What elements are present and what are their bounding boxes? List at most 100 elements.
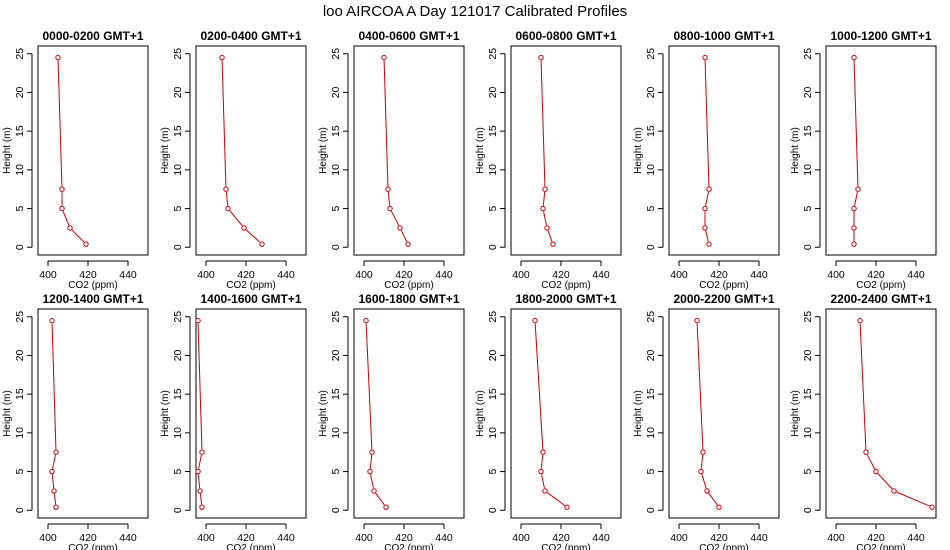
profile-point: [223, 186, 229, 192]
x-axis-label: CO2 (ppm): [226, 280, 275, 291]
profile-point: [702, 54, 708, 61]
profile-segment: [547, 230, 553, 242]
x-tick-label: 420: [867, 269, 885, 281]
profile-point: [550, 241, 556, 247]
y-tick-label: 0: [802, 507, 814, 513]
panel-title: 1600-1800 GMT+1: [358, 292, 459, 306]
x-tick-label: 440: [592, 269, 610, 281]
x-tick-label: 440: [907, 532, 925, 544]
profile-point: [59, 205, 65, 212]
y-tick-label: 20: [645, 349, 657, 361]
profile-point: [371, 488, 377, 494]
profile-point: [851, 54, 857, 61]
x-tick-label: 400: [355, 532, 373, 544]
profile-segment: [701, 474, 707, 489]
y-tick-label: 25: [330, 48, 342, 60]
plot-frame: [195, 45, 307, 256]
profile-point: [704, 488, 710, 494]
profile-segment: [877, 473, 893, 490]
profile-point: [199, 449, 205, 455]
y-axis-label: Height (m): [160, 127, 171, 174]
profile-segment: [390, 210, 400, 226]
y-tick-label: 0: [330, 507, 342, 513]
x-tick-label: 440: [119, 269, 137, 281]
y-tick-label: 10: [172, 164, 184, 176]
x-tick-label: 420: [237, 269, 255, 281]
panel-title: 2200-2400 GMT+1: [830, 292, 931, 306]
profile-point: [383, 504, 389, 510]
y-tick-label: 10: [14, 427, 26, 439]
y-tick-label: 15: [172, 125, 184, 137]
panel-title: 0400-0600 GMT+1: [358, 29, 459, 43]
profile-segment: [71, 229, 85, 243]
y-axis-label: Height (m): [2, 390, 13, 437]
profile-point: [219, 54, 225, 61]
profile-point: [51, 488, 57, 494]
profile-point: [544, 225, 550, 231]
y-tick-label: 0: [487, 507, 499, 513]
y-tick-label: 20: [172, 349, 184, 361]
profile-segment: [540, 454, 544, 469]
y-tick-label: 0: [172, 507, 184, 513]
profile-point: [702, 225, 708, 231]
x-tick-label: 400: [670, 269, 688, 281]
profile-point: [59, 186, 65, 192]
profile-point: [367, 468, 373, 475]
plot-frame: [37, 45, 149, 256]
x-axis-label: CO2 (ppm): [699, 280, 748, 291]
x-tick-label: 440: [592, 532, 610, 544]
profile-point: [700, 449, 706, 455]
y-tick-label: 25: [802, 48, 814, 60]
y-tick-label: 25: [802, 311, 814, 323]
y-tick-label: 10: [172, 427, 184, 439]
y-tick-label: 0: [487, 244, 499, 250]
profile-segment: [370, 474, 374, 489]
y-tick-label: 15: [645, 388, 657, 400]
y-tick-label: 5: [330, 468, 342, 474]
panel-title: 2000-2200 GMT+1: [673, 292, 774, 306]
y-tick-label: 25: [172, 48, 184, 60]
x-tick-label: 420: [395, 269, 413, 281]
profile-segment: [245, 229, 261, 243]
x-tick-label: 400: [827, 269, 845, 281]
y-tick-label: 15: [802, 388, 814, 400]
profile-point: [49, 468, 55, 475]
profile-point: [405, 241, 411, 247]
y-tick-label: 15: [172, 388, 184, 400]
profile-point: [851, 241, 857, 247]
profile-point: [199, 504, 205, 510]
profile-segment: [365, 323, 373, 450]
profile-segment: [62, 210, 70, 226]
y-tick-label: 25: [172, 311, 184, 323]
y-tick-label: 0: [172, 244, 184, 250]
y-tick-label: 10: [330, 427, 342, 439]
profile-point: [385, 186, 391, 192]
y-tick-label: 25: [14, 311, 26, 323]
x-tick-label: 420: [710, 532, 728, 544]
profile-segment: [221, 60, 227, 187]
plot-frame: [37, 308, 149, 519]
y-tick-label: 15: [14, 388, 26, 400]
profile-point: [542, 186, 548, 192]
profile-point: [195, 468, 201, 475]
profile-segment: [225, 191, 229, 206]
profile-segment: [543, 211, 547, 226]
profile-segment: [400, 230, 408, 242]
y-tick-label: 20: [802, 349, 814, 361]
profile-segment: [383, 60, 389, 187]
profile-point: [873, 468, 879, 475]
y-tick-label: 20: [172, 86, 184, 98]
y-axis-label: Height (m): [790, 127, 801, 174]
profile-point: [929, 504, 935, 510]
x-tick-label: 400: [827, 532, 845, 544]
profile-segment: [199, 493, 203, 505]
profile-segment: [229, 210, 243, 227]
x-axis-label: CO2 (ppm): [68, 543, 117, 550]
profile-point: [53, 504, 59, 510]
y-tick-label: 20: [487, 86, 499, 98]
x-axis-label: CO2 (ppm): [384, 280, 433, 291]
